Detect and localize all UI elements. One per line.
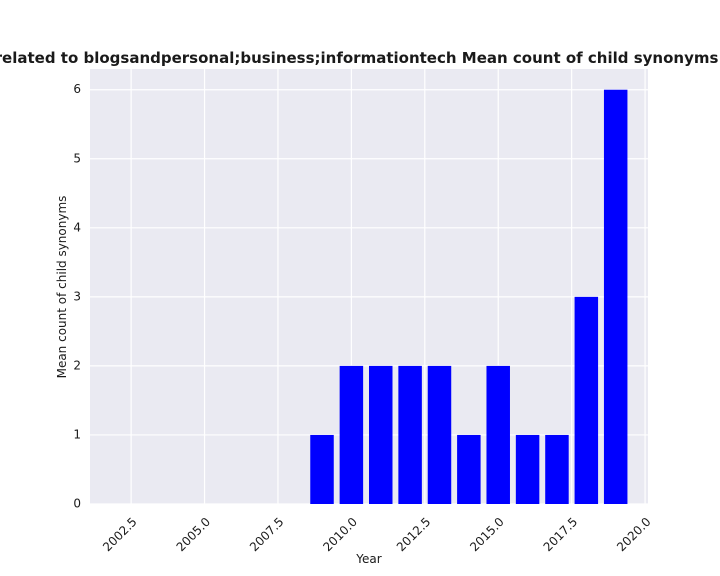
bar-2018: [574, 296, 599, 504]
bar-2014: [457, 434, 481, 504]
x-tick-label: 2020.0: [614, 515, 654, 555]
bar-2012: [398, 365, 422, 504]
bar-2016: [515, 434, 540, 504]
bars: [310, 89, 628, 504]
x-axis-label: Year: [355, 552, 381, 566]
bar-2010: [339, 365, 364, 504]
y-tick-label: 3: [73, 289, 81, 303]
y-tick-label: 5: [73, 151, 81, 165]
x-tick-label: 2002.5: [100, 515, 140, 555]
x-tick-label: 2010.0: [320, 515, 360, 555]
y-tick-label: 6: [73, 82, 81, 96]
y-axis-label: Mean count of child synonyms: [55, 196, 69, 379]
x-tick-label: 2007.5: [247, 515, 287, 555]
x-tick-label: 2015.0: [467, 515, 507, 555]
bar-2009: [310, 434, 334, 504]
x-tick-label: 2005.0: [174, 515, 214, 555]
x-tick-label: 2017.5: [541, 515, 581, 555]
bar-2019: [603, 89, 628, 504]
x-axis-ticks: 2002.5 2005.0 2007.5 2010.0 2012.5 2015.0 2017…: [100, 515, 654, 555]
bar-2017: [545, 434, 569, 504]
y-tick-label: 1: [73, 427, 81, 441]
y-axis-ticks: 0 1 2 3 4 5 6: [73, 82, 81, 510]
bar-2011: [369, 365, 393, 504]
y-tick-label: 2: [73, 358, 81, 372]
y-tick-label: 0: [73, 497, 81, 511]
y-tick-label: 4: [73, 220, 81, 234]
x-tick-label: 2012.5: [394, 515, 434, 555]
bar-2015: [486, 365, 510, 504]
chart-title: Sites which are related to blogsandperso…: [0, 49, 720, 67]
bar-2013: [427, 365, 452, 504]
